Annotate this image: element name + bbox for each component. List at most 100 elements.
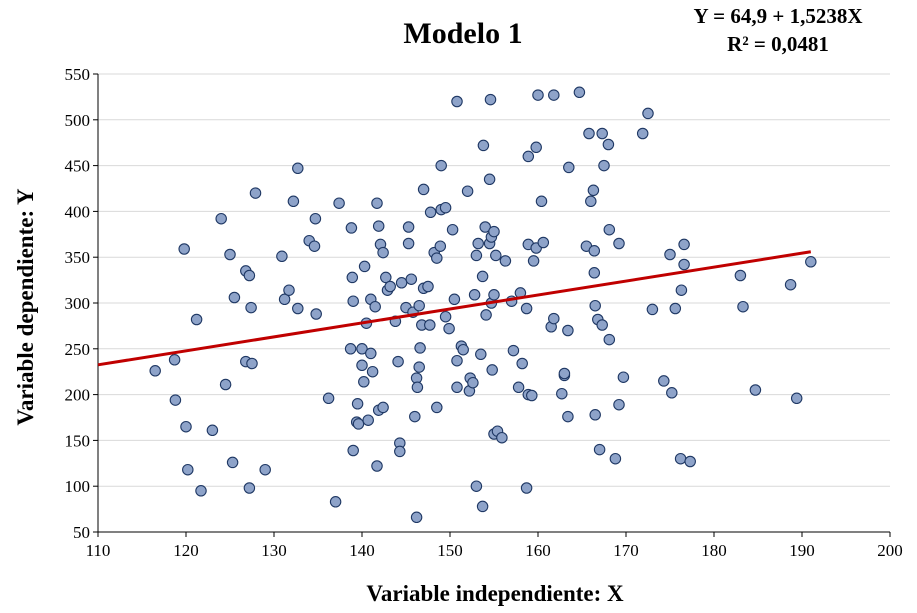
trendline: [97, 250, 812, 367]
data-point: [589, 409, 601, 421]
data-point: [292, 162, 304, 175]
data-point: [283, 284, 295, 296]
data-point: [377, 246, 389, 259]
data-point: [468, 289, 481, 301]
data-point: [287, 195, 300, 208]
data-point: [434, 240, 447, 252]
data-point: [149, 365, 161, 377]
data-point: [377, 401, 389, 414]
data-point: [424, 206, 437, 219]
data-point: [573, 86, 586, 99]
data-point: [587, 184, 600, 197]
data-point: [472, 237, 484, 250]
y-tick-label: 350: [65, 248, 91, 267]
data-point: [395, 277, 408, 289]
data-point: [417, 183, 430, 196]
y-tick-label: 200: [65, 386, 91, 405]
data-point: [443, 322, 455, 335]
x-tick-label: 190: [789, 541, 815, 560]
data-point: [617, 371, 630, 383]
data-point: [470, 249, 483, 262]
data-point: [394, 445, 406, 458]
y-tick-label: 300: [65, 294, 91, 313]
data-point: [439, 310, 452, 323]
data-point: [548, 312, 560, 325]
data-point: [593, 443, 606, 456]
data-point: [526, 389, 538, 402]
data-point: [556, 387, 568, 400]
x-tick-label: 140: [349, 541, 375, 560]
data-point: [411, 381, 424, 394]
y-tick-label: 50: [73, 523, 90, 542]
data-point: [451, 95, 463, 108]
data-point: [603, 333, 616, 346]
data-point: [451, 354, 463, 367]
data-point: [243, 482, 256, 494]
data-point: [352, 418, 365, 430]
data-point: [602, 138, 615, 151]
data-point: [246, 357, 258, 370]
data-point: [537, 236, 550, 249]
data-point: [168, 354, 181, 366]
data-point: [527, 255, 540, 267]
data-point: [333, 197, 345, 209]
data-point: [784, 278, 797, 291]
data-point: [344, 343, 357, 355]
data-point: [347, 444, 359, 457]
data-point: [520, 302, 533, 315]
data-point: [228, 291, 241, 304]
x-tick-label: 110: [86, 541, 111, 560]
data-point: [562, 410, 574, 423]
data-point: [558, 367, 571, 380]
data-point: [598, 159, 610, 172]
data-point: [678, 258, 690, 271]
x-tick-label: 200: [877, 541, 903, 560]
data-point: [470, 480, 483, 492]
data-points: [149, 86, 817, 524]
data-point: [520, 482, 533, 494]
x-tick-label: 180: [701, 541, 727, 560]
data-point: [356, 359, 368, 372]
data-point: [480, 309, 492, 321]
data-point: [409, 410, 421, 423]
data-point: [292, 302, 304, 315]
y-tick-label: 450: [65, 157, 91, 176]
data-point: [309, 212, 322, 225]
data-point: [603, 223, 616, 236]
data-point: [351, 398, 364, 410]
data-point: [642, 107, 654, 120]
data-point: [451, 381, 463, 394]
data-point: [535, 195, 548, 208]
data-point: [402, 237, 415, 250]
data-point: [467, 376, 479, 389]
data-point: [476, 270, 489, 283]
trendline-group: [97, 250, 812, 367]
data-point: [380, 271, 392, 284]
x-tick-label: 170: [613, 541, 639, 560]
chart-title: Modelo 1: [403, 17, 522, 50]
data-point: [585, 195, 597, 208]
data-point: [178, 243, 190, 255]
data-point: [512, 381, 525, 394]
data-point: [678, 238, 690, 251]
data-point: [276, 250, 288, 263]
data-point: [461, 185, 474, 197]
data-point: [530, 141, 542, 154]
data-point: [613, 398, 625, 411]
data-point: [356, 343, 368, 355]
data-point: [358, 260, 371, 273]
y-tick-label: 550: [65, 65, 91, 84]
data-point: [483, 173, 496, 186]
data-point: [402, 221, 415, 233]
data-point: [224, 248, 236, 261]
data-point: [414, 342, 426, 354]
data-point: [422, 280, 434, 293]
data-point: [563, 161, 575, 174]
data-point: [215, 212, 227, 225]
x-tick-label: 120: [173, 541, 199, 560]
data-point: [488, 225, 500, 238]
data-point: [405, 273, 418, 285]
data-point: [392, 355, 404, 368]
data-point: [636, 127, 649, 140]
x-tick-label: 150: [437, 541, 463, 560]
